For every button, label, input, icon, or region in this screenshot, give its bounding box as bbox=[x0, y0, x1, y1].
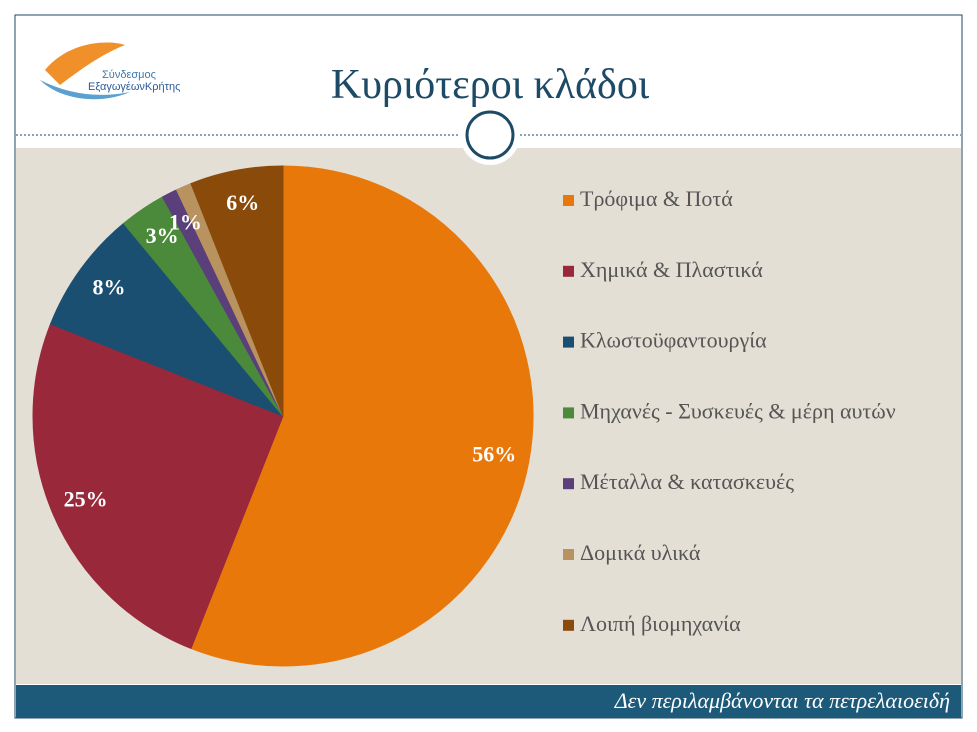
data-label: 3% bbox=[146, 223, 179, 248]
footer-bar bbox=[16, 685, 961, 718]
data-label: 1% bbox=[169, 209, 202, 234]
legend-label: Δομικά υλικά bbox=[580, 540, 701, 565]
ornament-ring bbox=[465, 110, 515, 160]
legend-label: Χημικά & Πλαστικά bbox=[580, 257, 763, 282]
legend-label: Μηχανές - Συσκευές & μέρη αυτών bbox=[580, 398, 896, 423]
legend-swatch bbox=[563, 549, 574, 560]
logo-shape bbox=[45, 42, 125, 85]
legend-label: Λοιπή βιομηχανία bbox=[580, 611, 741, 636]
legend-swatch bbox=[563, 336, 574, 348]
footer-text: Δεν περιλαμβάνονται τα πετρελαιοειδή bbox=[614, 688, 950, 713]
legend-swatch bbox=[563, 478, 574, 490]
legend-swatch bbox=[563, 195, 574, 206]
data-label: 6% bbox=[226, 190, 259, 215]
legend-label: Μέταλλα & κατασκευές bbox=[580, 469, 794, 494]
data-label: 25% bbox=[64, 486, 108, 511]
logo-text: ΕξαγωγέωνΚρήτης bbox=[88, 81, 180, 93]
pie-slice bbox=[49, 222, 284, 417]
pie-slice bbox=[190, 165, 534, 667]
ornament bbox=[460, 105, 520, 165]
pie-slice bbox=[32, 323, 284, 650]
legend-swatch bbox=[563, 619, 574, 631]
legend-label: Τρόφιμα & Ποτά bbox=[580, 186, 733, 211]
logo-shape bbox=[40, 80, 130, 100]
legend-label: Κλωστοϋφαντουργία bbox=[580, 328, 767, 353]
legend-swatch bbox=[563, 407, 574, 419]
logo-text: Σύνδεσμος bbox=[102, 69, 156, 81]
data-label: 8% bbox=[93, 275, 126, 300]
chart-title: Κυριότεροι κλάδοι bbox=[331, 62, 650, 108]
data-label: 56% bbox=[472, 441, 516, 466]
pie-slice bbox=[190, 165, 284, 417]
legend-swatch bbox=[563, 265, 574, 277]
